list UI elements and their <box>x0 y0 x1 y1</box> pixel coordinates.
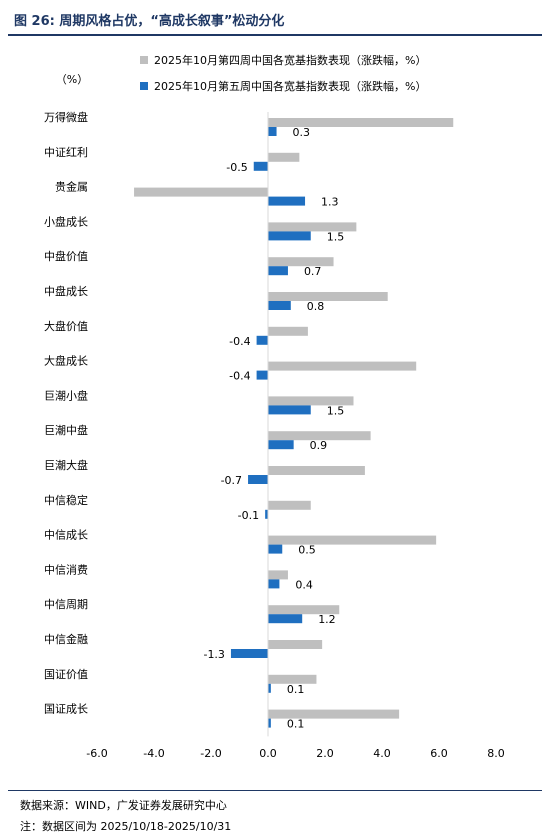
bar-series2 <box>268 683 271 693</box>
data-label: -1.3 <box>203 648 224 661</box>
bar-series2 <box>268 231 311 241</box>
footer-divider <box>8 790 542 791</box>
bar-series2 <box>268 440 294 450</box>
category-label: 巨潮大盘 <box>44 458 88 472</box>
date-range-note: 注：数据区间为 2025/10/18-2025/10/31 <box>20 820 232 833</box>
bar-series1 <box>268 709 400 719</box>
x-tick-label: 4.0 <box>373 747 391 760</box>
category-label: 小盘成长 <box>44 214 88 228</box>
bar-series1 <box>268 257 334 267</box>
x-tick-label: 8.0 <box>487 747 505 760</box>
category-label: 国证价值 <box>44 668 88 681</box>
y-axis-unit-label: （%） <box>56 73 88 86</box>
figure-title: 图 26: 周期风格占优，“高成长叙事”松动分化 <box>14 14 285 29</box>
title-divider <box>8 34 542 36</box>
bar-series1 <box>268 466 365 475</box>
figure-header: 图 26: 周期风格占优，“高成长叙事”松动分化 <box>8 6 542 36</box>
data-label: 1.5 <box>327 404 345 417</box>
data-label: -0.1 <box>238 509 259 522</box>
chart-canvas: （%） 2025年10月第四周中国各宽基指数表现（涨跌幅，%） 2025年10月第五… <box>44 53 505 760</box>
data-label: 0.5 <box>298 544 316 557</box>
data-label: 0.7 <box>304 265 322 278</box>
bar-series2 <box>268 614 303 624</box>
category-label: 中盘价值 <box>44 249 88 263</box>
x-tick-label: -4.0 <box>143 747 164 760</box>
bar-series1 <box>268 361 417 371</box>
legend-label-2: 2025年10月第五周中国各宽基指数表现（涨跌幅，%） <box>154 79 426 93</box>
data-label: 0.8 <box>307 300 325 313</box>
source-note: 数据来源：WIND，广发证券发展研究中心 <box>20 799 227 812</box>
data-label: 0.3 <box>293 126 311 139</box>
bar-series1 <box>268 222 357 232</box>
bar-series1 <box>268 292 388 301</box>
bar-series2 <box>253 161 268 171</box>
bar-series1 <box>268 674 317 684</box>
category-label: 中信成长 <box>44 529 88 542</box>
bar-series2 <box>268 127 277 136</box>
bar-series2 <box>268 718 271 728</box>
data-label: -0.7 <box>221 474 242 487</box>
category-label: 贵金属 <box>55 180 88 194</box>
bar-series2 <box>268 266 288 276</box>
data-label: 1.5 <box>327 230 345 243</box>
bar-series2 <box>265 509 268 519</box>
bar-series1 <box>268 431 371 441</box>
category-label: 中盘成长 <box>44 284 88 298</box>
x-tick-label: -2.0 <box>200 747 221 760</box>
category-label: 中信稳定 <box>44 493 88 507</box>
bar-series1 <box>268 152 300 162</box>
data-label: -0.4 <box>229 370 250 383</box>
data-label: 1.3 <box>321 196 339 209</box>
category-label: 中信金融 <box>44 632 88 646</box>
bar-series2 <box>256 335 268 345</box>
data-label: 1.2 <box>318 613 336 626</box>
bar-series2 <box>268 301 291 310</box>
bar-chart: （%） 2025年10月第四周中国各宽基指数表现（涨跌幅，%） 2025年10月第五… <box>0 40 550 770</box>
data-label: 0.1 <box>287 683 305 696</box>
bar-series1 <box>268 500 311 510</box>
bar-series1 <box>268 326 308 336</box>
x-tick-label: 0.0 <box>259 747 277 760</box>
data-label: -0.4 <box>229 335 250 348</box>
legend-swatch-2 <box>140 82 148 90</box>
category-label: 万得微盘 <box>44 110 88 124</box>
category-label: 大盘成长 <box>44 354 88 368</box>
category-label: 中信消费 <box>44 562 88 576</box>
data-label: 0.9 <box>310 439 328 452</box>
bar-series2 <box>248 475 268 484</box>
bar-series1 <box>268 570 288 580</box>
x-tick-label: 2.0 <box>316 747 334 760</box>
x-tick-label: -6.0 <box>86 747 107 760</box>
data-label: 0.1 <box>287 718 305 731</box>
category-label: 大盘价值 <box>44 319 88 333</box>
bar-series1 <box>268 535 437 545</box>
data-label: -0.5 <box>226 161 247 174</box>
category-label: 中证红利 <box>44 146 88 159</box>
bar-series2 <box>230 649 268 658</box>
data-label: 0.4 <box>295 578 313 591</box>
category-label: 国证成长 <box>44 703 88 716</box>
category-label: 巨潮中盘 <box>44 423 88 437</box>
bar-series1 <box>268 640 323 649</box>
bar-series2 <box>268 405 311 415</box>
legend-swatch-1 <box>140 56 148 64</box>
bar-series1 <box>268 605 340 615</box>
bar-series1 <box>268 118 454 127</box>
bar-series1 <box>134 187 268 197</box>
bar-series2 <box>268 544 283 554</box>
category-label: 巨潮小盘 <box>44 388 88 402</box>
bar-series2 <box>256 370 268 380</box>
bar-series2 <box>268 579 280 589</box>
category-label: 中信周期 <box>44 598 88 611</box>
bar-series1 <box>268 396 354 406</box>
legend-label-1: 2025年10月第四周中国各宽基指数表现（涨跌幅，%） <box>154 53 426 67</box>
bar-series2 <box>268 196 306 206</box>
x-tick-label: 6.0 <box>430 747 448 760</box>
